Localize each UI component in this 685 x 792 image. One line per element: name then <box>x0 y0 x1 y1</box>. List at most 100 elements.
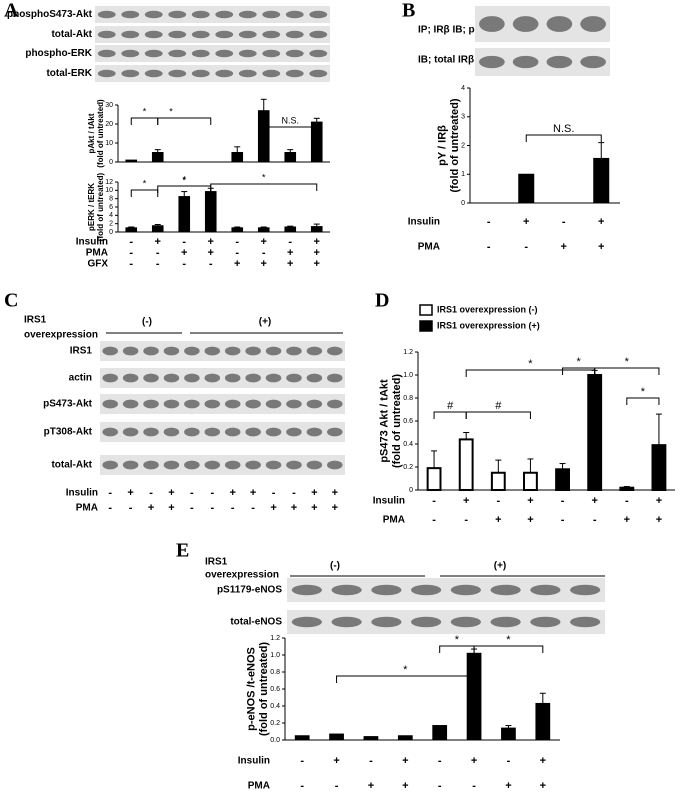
blot-band <box>163 373 180 383</box>
treatment-sign: - <box>593 514 597 526</box>
blot-band <box>215 49 234 58</box>
treatment-label: PMA <box>76 503 98 514</box>
blot-band <box>327 373 343 383</box>
bar <box>466 652 482 741</box>
blot-band <box>238 10 257 19</box>
legend-label: IRS1 overexpression (+) <box>437 320 540 330</box>
treatment-sign: + <box>287 247 293 259</box>
treatment-sign: + <box>127 487 133 499</box>
treatment-sign: + <box>495 514 501 526</box>
blot-band <box>143 346 159 356</box>
treatment-sign: + <box>314 236 320 248</box>
blot-background <box>100 368 345 388</box>
blot-band <box>331 584 362 596</box>
blot-band <box>102 373 118 383</box>
blot-band <box>262 10 281 19</box>
blot-band <box>121 30 140 39</box>
treatment-sign: - <box>487 216 491 228</box>
bar <box>397 735 413 741</box>
treatment-sign: - <box>251 502 255 514</box>
treatment-sign: + <box>527 495 533 507</box>
blot-band <box>490 616 521 628</box>
treatment-sign: + <box>471 755 477 767</box>
treatment-sign: - <box>108 502 112 514</box>
treatment-sign: - <box>300 780 304 792</box>
treatment-label: PMA <box>383 515 405 526</box>
blot-band <box>285 49 304 58</box>
treatment-sign: + <box>333 755 339 767</box>
blot-band <box>97 10 116 19</box>
significance-bracket <box>130 189 159 197</box>
treatment-label: Insulin <box>66 488 98 499</box>
blot-band <box>121 49 140 58</box>
blot-band <box>291 616 322 628</box>
treatment-sign: - <box>507 755 511 767</box>
blot-background <box>95 6 330 23</box>
treatment-sign: + <box>181 247 187 259</box>
treatment-label: PMA <box>86 248 108 259</box>
panel-letter: A <box>4 0 19 22</box>
treatment-sign: + <box>155 236 161 248</box>
treatment-sign: - <box>432 514 436 526</box>
y-tick-label: 4 <box>461 85 465 92</box>
blot-band <box>168 69 187 78</box>
blot-band <box>102 346 118 356</box>
treatment-sign: + <box>261 236 267 248</box>
annotation: * <box>576 356 581 368</box>
blot-band <box>97 30 116 39</box>
blot-band <box>570 616 601 628</box>
bar <box>518 173 535 204</box>
blot-band <box>479 55 505 69</box>
y-tick-label: 1 <box>461 171 465 178</box>
bar <box>329 733 344 741</box>
blot-band <box>570 584 601 596</box>
blot-band <box>371 584 402 596</box>
blot-band <box>306 427 323 437</box>
y-tick-label: 3 <box>461 114 465 121</box>
blot-band <box>411 584 442 596</box>
blot-label: IRS1 <box>70 346 93 357</box>
treatment-sign: + <box>270 502 276 514</box>
y-tick-label: 6 <box>109 204 113 211</box>
blot-band <box>327 427 343 437</box>
treatment-sign: - <box>190 502 194 514</box>
legend-swatch <box>419 320 433 332</box>
blot-band <box>215 10 234 19</box>
treatment-sign: - <box>335 780 339 792</box>
blot-band <box>144 10 163 19</box>
y-axis-label-line: (fold of untreated) <box>449 98 461 192</box>
blot-band <box>265 460 282 470</box>
treatment-sign: + <box>656 495 662 507</box>
group-header: (+) <box>259 317 272 328</box>
y-tick-label: 1.2 <box>403 349 413 356</box>
blot-background <box>100 341 345 361</box>
blot-band <box>191 30 210 39</box>
group-header: (-) <box>142 317 152 328</box>
y-axis-label: pAkt / tAkt(fold of untreated) <box>87 99 105 168</box>
blot-band <box>102 427 118 437</box>
blot-band <box>262 30 281 39</box>
bar <box>231 227 244 233</box>
annotation: * <box>143 178 147 188</box>
treatment-sign: + <box>598 241 604 253</box>
treatment-sign: - <box>129 236 133 248</box>
blot-band <box>204 399 221 409</box>
blot-band <box>121 69 140 78</box>
bar <box>257 110 270 163</box>
treatment-label: GFX <box>87 259 108 270</box>
blot-band <box>286 346 302 356</box>
y-tick-label: 0.8 <box>403 395 413 402</box>
blot-band <box>306 373 323 383</box>
significance-bracket <box>473 645 544 653</box>
y-tick-label: 10 <box>105 187 113 194</box>
blot-band <box>97 49 116 58</box>
y-axis-label-line: pERK / tERK <box>87 183 96 231</box>
treatment-sign: + <box>540 755 546 767</box>
bar <box>178 196 191 233</box>
blot-label: pT308-Akt <box>44 427 93 438</box>
treatment-sign: - <box>496 495 500 507</box>
treatment-sign: + <box>561 241 567 253</box>
bar <box>501 727 516 741</box>
treatment-sign: - <box>272 487 276 499</box>
blot-background <box>100 394 345 414</box>
